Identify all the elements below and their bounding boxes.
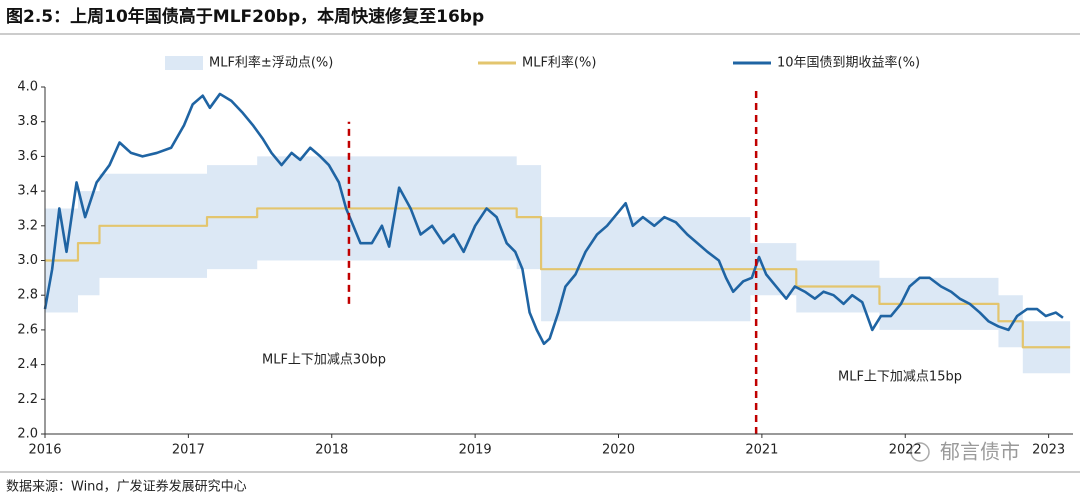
source: 数据来源：Wind，广发证券发展研究中心 xyxy=(6,479,247,495)
y-tick-label: 4.0 xyxy=(17,80,38,95)
y-tick-label: 3.0 xyxy=(17,253,38,268)
x-tick-label: 2021 xyxy=(745,443,778,458)
legend-swatch xyxy=(165,56,203,70)
x-tick-label: 2016 xyxy=(28,443,61,458)
y-tick-label: 3.2 xyxy=(17,218,38,233)
x-tick-label: 2019 xyxy=(459,443,492,458)
legend-label: MLF利率±浮动点(%) xyxy=(209,55,333,71)
watermark-icon xyxy=(910,442,930,462)
x-tick-label: 2023 xyxy=(1032,443,1065,458)
watermark: 郁言债市 xyxy=(940,440,1020,464)
legend-label: 10年国债到期收益率(%) xyxy=(777,55,920,71)
line xyxy=(45,207,1071,349)
y-tick-label: 2.2 xyxy=(17,392,38,407)
y-tick-label: 2.6 xyxy=(17,322,38,337)
band xyxy=(45,156,1071,374)
y-tick-label: 2.4 xyxy=(17,357,38,372)
y-tick-label: 2.0 xyxy=(17,427,38,442)
chart-title: 图2.5：上周10年国债高于MLF20bp，本周快速修复至16bp xyxy=(6,6,484,27)
line xyxy=(43,92,1064,346)
legend-label: MLF利率(%) xyxy=(522,55,596,71)
y-tick-label: 2.8 xyxy=(17,288,38,303)
y-tick-label: 3.4 xyxy=(17,184,38,199)
x-tick-label: 2017 xyxy=(172,443,205,458)
annotation: MLF上下加减点30bp xyxy=(262,353,386,368)
x-tick-label: 2022 xyxy=(889,443,922,458)
plot xyxy=(43,92,1071,374)
y-tick-label: 3.8 xyxy=(17,114,38,129)
annotation: MLF上下加减点15bp xyxy=(838,370,962,385)
x-tick-label: 2018 xyxy=(315,443,348,458)
y-tick-label: 3.6 xyxy=(17,149,38,164)
x-tick-label: 2020 xyxy=(602,443,635,458)
